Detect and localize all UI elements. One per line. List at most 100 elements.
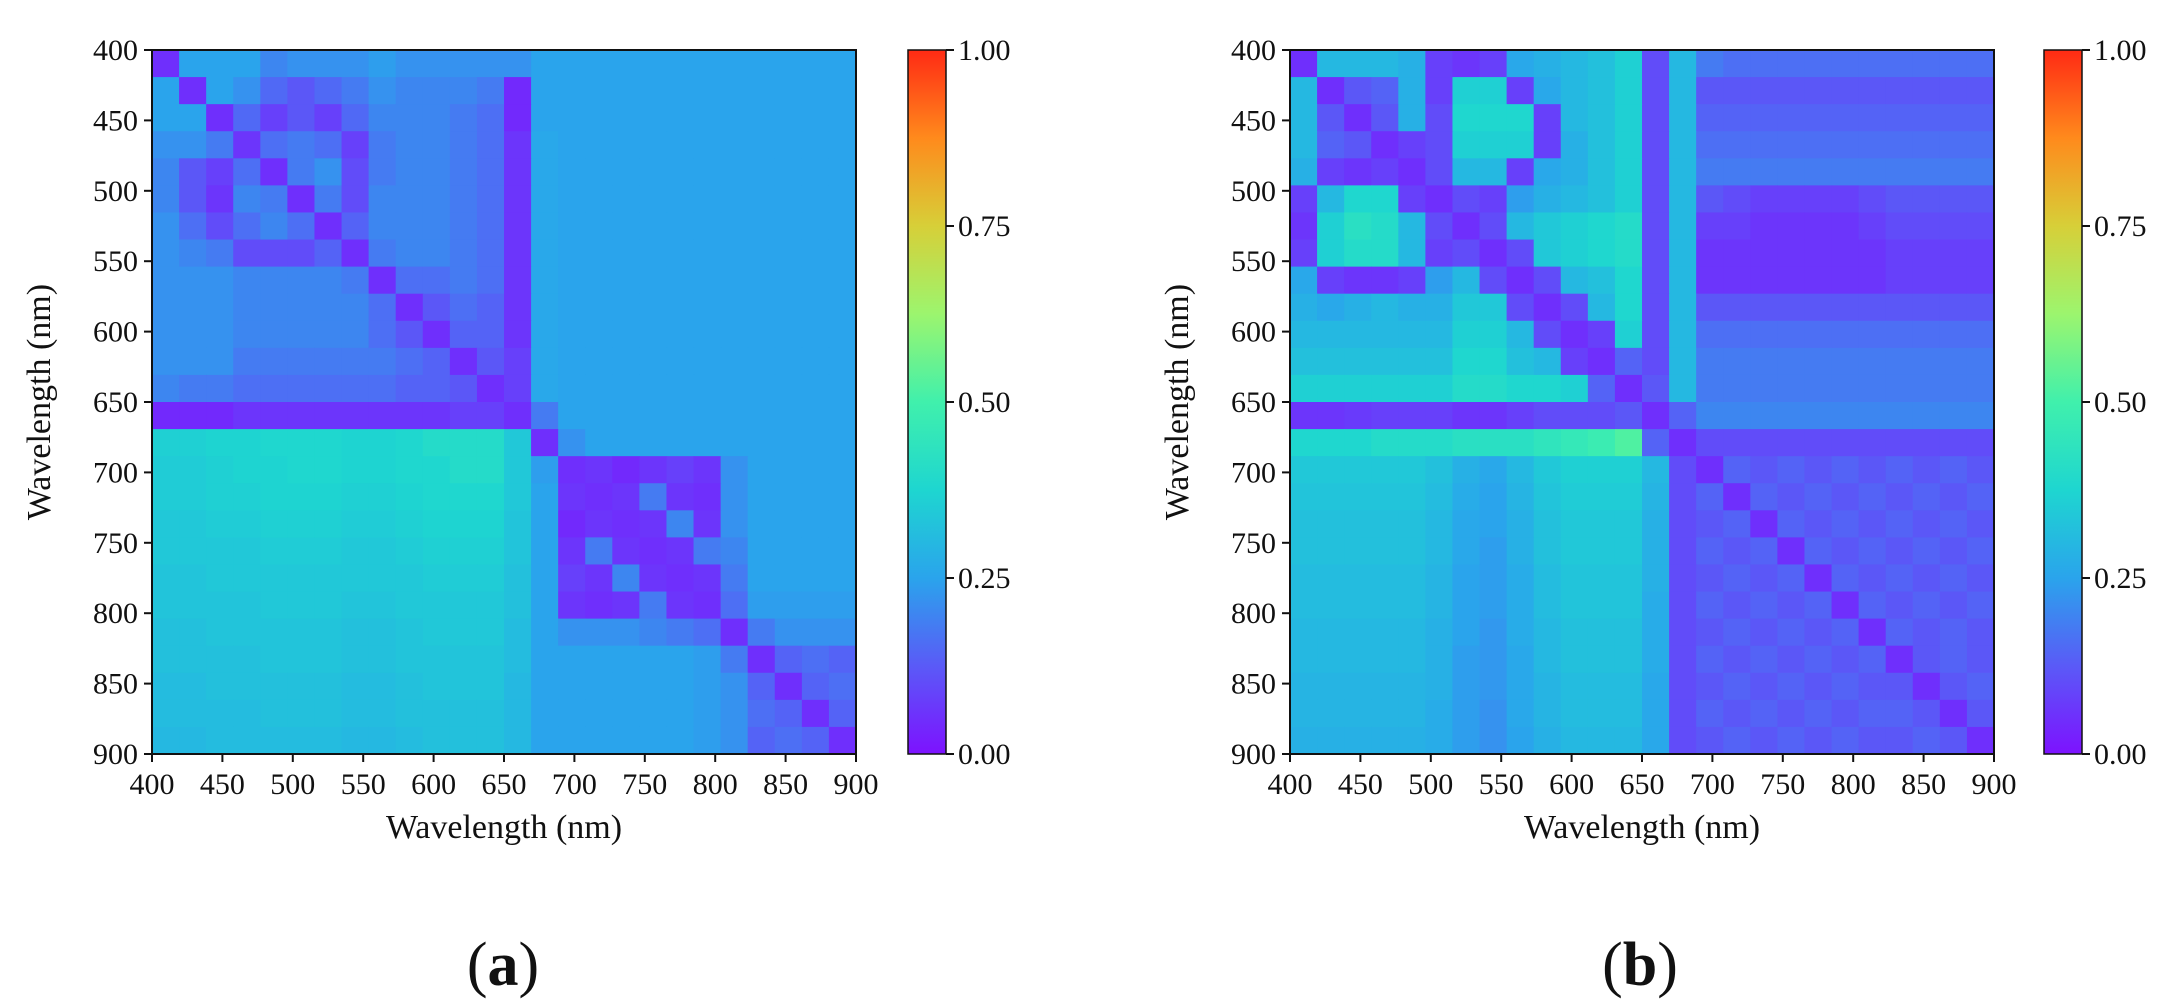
heatmap-cell <box>1642 77 1670 105</box>
heatmap-cell <box>287 591 316 620</box>
heatmap-cell <box>1371 510 1399 538</box>
heatmap-cell <box>1506 50 1535 78</box>
heatmap-cell <box>1777 185 1806 214</box>
heatmap-cell <box>1966 50 1995 78</box>
heatmap-cell <box>179 77 207 105</box>
heatmap-cell <box>341 672 370 701</box>
heatmap-cell <box>368 591 397 620</box>
heatmap-cell <box>1804 185 1833 214</box>
heatmap-cell <box>152 591 180 620</box>
heatmap-cell <box>720 347 749 376</box>
heatmap-cell <box>531 510 559 538</box>
heatmap-cell <box>314 374 343 403</box>
heatmap-cell <box>504 456 532 484</box>
heatmap-cell <box>233 77 261 105</box>
heatmap-cell <box>1398 320 1426 349</box>
heatmap-cell <box>422 537 451 566</box>
heatmap-cell <box>1560 591 1589 620</box>
heatmap-cell <box>585 212 613 241</box>
heatmap-cell <box>1371 347 1399 376</box>
heatmap-cell <box>1533 374 1562 403</box>
heatmap-cell <box>1344 726 1372 755</box>
heatmap-cell <box>1587 185 1616 214</box>
heatmap-cell <box>1777 564 1806 593</box>
heatmap-cell <box>1723 537 1751 566</box>
heatmap-cell <box>1804 131 1833 159</box>
heatmap-cell <box>1371 185 1399 214</box>
heatmap-cell <box>1344 104 1372 132</box>
heatmap-cell <box>1966 402 1995 430</box>
heatmap-cell <box>1912 293 1941 322</box>
heatmap-cell <box>1398 402 1426 430</box>
heatmap-cell <box>1398 564 1426 593</box>
heatmap-cell <box>747 591 776 620</box>
heatmap-cell <box>612 131 640 159</box>
heatmap-cell <box>449 402 478 430</box>
colorbar <box>907 49 947 755</box>
heatmap-cell <box>1669 699 1697 728</box>
heatmap-cell <box>1939 699 1968 728</box>
heatmap-cell <box>801 185 830 214</box>
heatmap-cell <box>747 50 776 78</box>
y-tick-label: 900 <box>1231 738 1276 771</box>
heatmap-cell <box>206 374 234 403</box>
heatmap-cell <box>1777 293 1806 322</box>
heatmap-cell <box>1533 510 1562 538</box>
heatmap-cell <box>639 510 668 538</box>
heatmap-cell <box>233 591 261 620</box>
colorbar-tick-label: 0.50 <box>958 386 1011 419</box>
heatmap-cell <box>1425 374 1454 403</box>
heatmap-cell <box>1912 564 1941 593</box>
heatmap-cell <box>260 320 288 349</box>
heatmap-cell <box>1425 104 1454 132</box>
heatmap-cell <box>1804 347 1833 376</box>
heatmap-cell <box>666 429 695 457</box>
heatmap-cell <box>1344 212 1372 241</box>
heatmap-cell <box>1939 591 1968 620</box>
y-tick-label: 550 <box>1231 245 1276 278</box>
heatmap-cell <box>558 77 586 105</box>
heatmap-cell <box>1777 699 1806 728</box>
heatmap-cell <box>287 429 316 457</box>
heatmap-cell <box>1696 212 1724 241</box>
heatmap-cell <box>1831 293 1860 322</box>
heatmap-cell <box>395 672 424 701</box>
heatmap-cell <box>1912 374 1941 403</box>
heatmap-cell <box>1506 293 1535 322</box>
heatmap-cell <box>1290 510 1318 538</box>
heatmap-cell <box>287 726 316 755</box>
heatmap-cell <box>1912 212 1941 241</box>
heatmap-cell <box>233 131 261 159</box>
x-tick-label: 750 <box>1760 768 1805 801</box>
heatmap-cell <box>1452 239 1481 268</box>
heatmap-cell <box>1777 347 1806 376</box>
heatmap-cell <box>666 456 695 484</box>
x-tick-label: 500 <box>270 768 315 801</box>
heatmap-cell <box>828 483 857 511</box>
y-tick-label: 800 <box>93 597 138 630</box>
heatmap-cell <box>504 347 532 376</box>
heatmap-cell <box>1398 347 1426 376</box>
heatmap-cell <box>639 104 668 132</box>
heatmap-cell <box>1804 266 1833 295</box>
heatmap-cell <box>368 699 397 728</box>
heatmap-cell <box>1858 456 1887 484</box>
heatmap-cell <box>1614 672 1643 701</box>
heatmap-cell <box>287 77 316 105</box>
heatmap-cell <box>1723 104 1751 132</box>
y-tick-label: 600 <box>1231 316 1276 349</box>
heatmap-cell <box>1804 618 1833 647</box>
heatmap-cell <box>206 77 234 105</box>
heatmap-cell <box>1966 672 1995 701</box>
heatmap-cell <box>1533 645 1562 674</box>
heatmap-cell <box>1777 374 1806 403</box>
heatmap-cell <box>476 77 505 105</box>
heatmap-cell <box>395 537 424 566</box>
heatmap-cell <box>1317 131 1345 159</box>
heatmap-cell <box>449 672 478 701</box>
heatmap-cell <box>1533 131 1562 159</box>
heatmap-cell <box>774 212 803 241</box>
heatmap-cell <box>801 50 830 78</box>
y-tick-label: 850 <box>1231 668 1276 701</box>
heatmap-cell <box>1912 320 1941 349</box>
